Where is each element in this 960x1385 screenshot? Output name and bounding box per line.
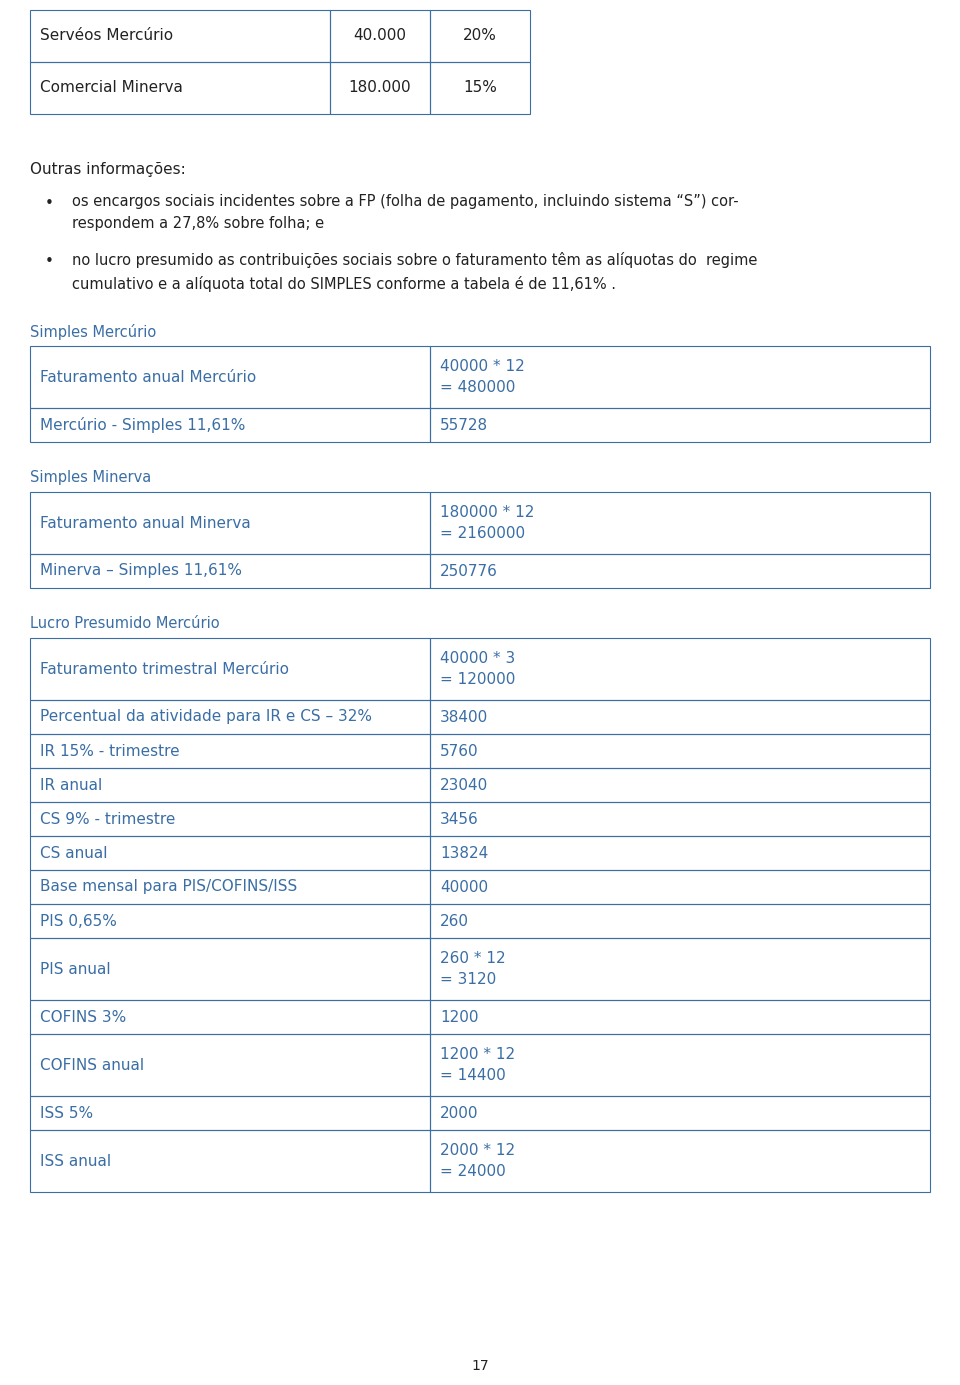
Bar — [30, 938, 430, 1000]
Text: Base mensal para PIS/COFINS/ISS: Base mensal para PIS/COFINS/ISS — [40, 879, 298, 895]
Text: 40000 * 3: 40000 * 3 — [440, 651, 516, 666]
Text: 2000: 2000 — [440, 1105, 478, 1120]
Bar — [30, 638, 430, 699]
Text: = 24000: = 24000 — [440, 1165, 506, 1180]
Bar — [30, 409, 430, 442]
Bar — [430, 1035, 930, 1096]
Text: Outras informações:: Outras informações: — [30, 162, 185, 177]
Text: COFINS anual: COFINS anual — [40, 1058, 144, 1072]
Text: Lucro Presumido Mercúrio: Lucro Presumido Mercúrio — [30, 616, 220, 632]
Bar — [30, 1096, 430, 1130]
Text: 1200: 1200 — [440, 1010, 478, 1025]
Bar — [430, 734, 930, 769]
Text: = 3120: = 3120 — [440, 972, 496, 988]
Text: Percentual da atividade para IR e CS – 32%: Percentual da atividade para IR e CS – 3… — [40, 709, 372, 724]
Bar — [430, 638, 930, 699]
Text: •: • — [45, 197, 54, 211]
Bar — [30, 554, 430, 589]
Bar — [430, 409, 930, 442]
Text: 40.000: 40.000 — [353, 29, 406, 43]
Text: ISS 5%: ISS 5% — [40, 1105, 93, 1120]
Text: CS 9% - trimestre: CS 9% - trimestre — [40, 812, 176, 827]
Text: 38400: 38400 — [440, 709, 489, 724]
Bar — [30, 1000, 430, 1035]
Bar — [430, 1096, 930, 1130]
Text: = 14400: = 14400 — [440, 1068, 506, 1083]
Text: IR 15% - trimestre: IR 15% - trimestre — [40, 744, 180, 759]
Text: COFINS 3%: COFINS 3% — [40, 1010, 127, 1025]
Text: Simples Minerva: Simples Minerva — [30, 470, 152, 485]
Text: 23040: 23040 — [440, 777, 489, 792]
Bar — [30, 10, 330, 62]
Bar — [30, 346, 430, 409]
Bar — [30, 1035, 430, 1096]
Bar — [330, 10, 430, 62]
Text: 20%: 20% — [463, 29, 497, 43]
Text: 3456: 3456 — [440, 812, 479, 827]
Text: Faturamento trimestral Mercúrio: Faturamento trimestral Mercúrio — [40, 662, 289, 676]
Text: •: • — [45, 253, 54, 269]
Text: 17: 17 — [471, 1359, 489, 1373]
Bar — [430, 802, 930, 837]
Bar — [430, 554, 930, 589]
Bar — [30, 492, 430, 554]
Text: os encargos sociais incidentes sobre a FP (folha de pagamento, incluindo sistema: os encargos sociais incidentes sobre a F… — [72, 194, 738, 231]
Bar — [430, 769, 930, 802]
Bar — [30, 870, 430, 904]
Text: = 2160000: = 2160000 — [440, 526, 525, 542]
Text: 260 * 12: 260 * 12 — [440, 950, 506, 965]
Bar — [30, 699, 430, 734]
Text: 40000 * 12: 40000 * 12 — [440, 359, 525, 374]
Text: 250776: 250776 — [440, 564, 498, 579]
Text: PIS 0,65%: PIS 0,65% — [40, 914, 117, 928]
Text: Servéos Mercúrio: Servéos Mercúrio — [40, 29, 173, 43]
Text: Mercúrio - Simples 11,61%: Mercúrio - Simples 11,61% — [40, 417, 246, 434]
Text: Simples Mercúrio: Simples Mercúrio — [30, 324, 156, 339]
Text: Faturamento anual Minerva: Faturamento anual Minerva — [40, 515, 251, 530]
Text: 180000 * 12: 180000 * 12 — [440, 504, 535, 519]
Bar — [430, 904, 930, 938]
Bar — [30, 904, 430, 938]
Text: 2000 * 12: 2000 * 12 — [440, 1143, 516, 1158]
Bar — [30, 769, 430, 802]
Text: 5760: 5760 — [440, 744, 479, 759]
Text: 40000: 40000 — [440, 879, 488, 895]
Text: IR anual: IR anual — [40, 777, 103, 792]
Bar — [430, 346, 930, 409]
Text: Faturamento anual Mercúrio: Faturamento anual Mercúrio — [40, 370, 256, 385]
Text: Minerva – Simples 11,61%: Minerva – Simples 11,61% — [40, 564, 242, 579]
Text: 1200 * 12: 1200 * 12 — [440, 1047, 516, 1062]
Text: ISS anual: ISS anual — [40, 1154, 111, 1169]
Bar — [430, 699, 930, 734]
Text: Comercial Minerva: Comercial Minerva — [40, 80, 182, 96]
Bar — [30, 1130, 430, 1192]
Bar — [30, 837, 430, 870]
Text: PIS anual: PIS anual — [40, 961, 110, 976]
Bar — [430, 10, 530, 62]
Bar — [430, 1000, 930, 1035]
Bar — [30, 802, 430, 837]
Bar — [430, 870, 930, 904]
Text: 260: 260 — [440, 914, 469, 928]
Text: = 120000: = 120000 — [440, 672, 516, 687]
Bar — [30, 734, 430, 769]
Bar — [430, 837, 930, 870]
Bar — [430, 492, 930, 554]
Bar — [430, 938, 930, 1000]
Text: 15%: 15% — [463, 80, 497, 96]
Bar — [430, 62, 530, 114]
Text: 55728: 55728 — [440, 417, 488, 432]
Bar — [330, 62, 430, 114]
Text: 13824: 13824 — [440, 845, 489, 860]
Text: no lucro presumido as contribuições sociais sobre o faturamento têm as alíquotas: no lucro presumido as contribuições soci… — [72, 252, 757, 292]
Text: = 480000: = 480000 — [440, 381, 516, 395]
Bar — [30, 62, 330, 114]
Bar — [430, 1130, 930, 1192]
Text: 180.000: 180.000 — [348, 80, 411, 96]
Text: CS anual: CS anual — [40, 845, 108, 860]
